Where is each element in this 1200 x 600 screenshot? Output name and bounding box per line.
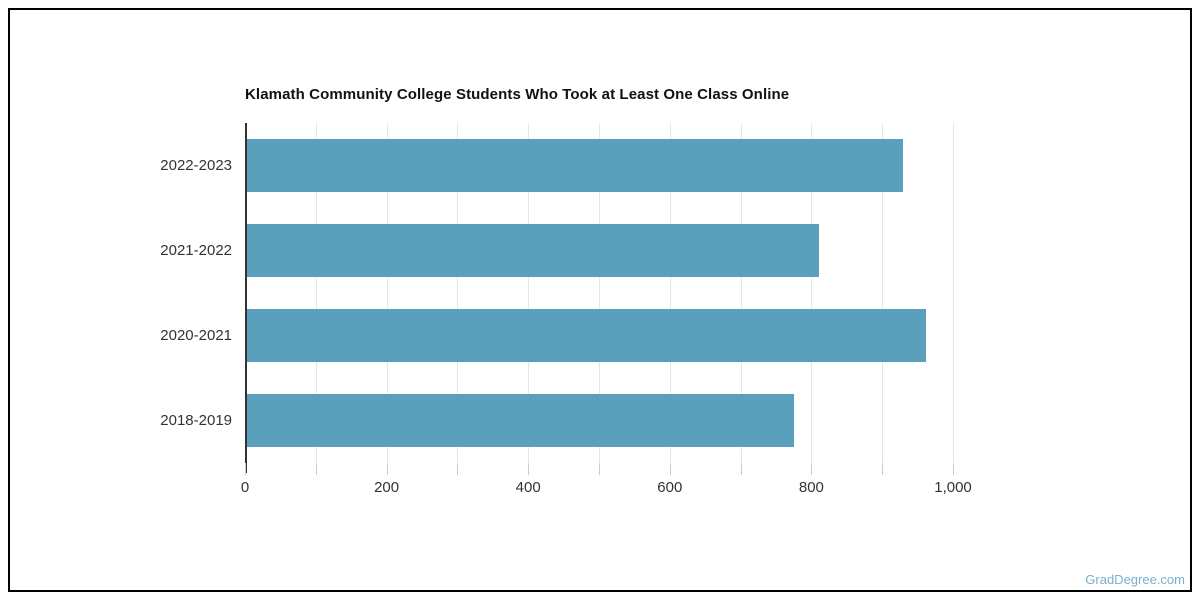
gridline-1000 (953, 123, 954, 463)
tick-900 (882, 463, 884, 475)
y-axis-line (245, 123, 247, 473)
category-label-2020-2021: 2020-2021 (160, 327, 232, 344)
x-tick-label-1000: 1,000 (934, 479, 972, 496)
tick-600 (669, 463, 671, 475)
y-axis-category-labels: 2022-2023 2021-2022 2020-2021 2018-2019 (10, 123, 232, 463)
tick-400 (528, 463, 530, 475)
gridline-200 (386, 123, 388, 463)
bar-2021-2022 (247, 224, 820, 277)
chart-title: Klamath Community College Students Who T… (245, 86, 790, 103)
tick-300 (457, 463, 459, 475)
watermark-link[interactable]: GradDegree.com (1085, 572, 1185, 587)
tick-100 (315, 463, 317, 475)
bar-2018-2019 (247, 394, 795, 447)
gridline-400 (528, 123, 530, 463)
tick-800 (811, 463, 813, 475)
gridline-800 (811, 123, 813, 463)
category-label-2022-2023: 2022-2023 (160, 157, 232, 174)
x-tick-label-0: 0 (240, 479, 250, 496)
bar-2020-2021 (247, 309, 926, 362)
gridline-900 (882, 123, 884, 463)
gridline-300 (457, 123, 459, 463)
x-axis-tick-labels: 0 200 400 600 800 1,000 (241, 479, 972, 499)
category-label-2021-2022: 2021-2022 (160, 242, 232, 259)
x-tick-label-600: 600 (657, 479, 683, 496)
bar-2022-2023 (247, 139, 904, 192)
tick-700 (740, 463, 742, 475)
x-tick-label-800: 800 (798, 479, 824, 496)
tick-200 (386, 463, 388, 475)
x-tick-label-400: 400 (515, 479, 541, 496)
tick-1000 (953, 463, 954, 475)
x-axis-ticks (245, 463, 957, 475)
gridline-500 (599, 123, 600, 463)
gridline-700 (740, 123, 742, 463)
x-tick-label-200: 200 (374, 479, 400, 496)
gridline-100 (315, 123, 317, 463)
plot-area (245, 123, 954, 473)
category-label-2018-2019: 2018-2019 (160, 412, 232, 429)
tick-0 (245, 463, 246, 475)
tick-500 (599, 463, 600, 475)
chart-frame: Klamath Community College Students Who T… (8, 8, 1192, 592)
gridline-600 (669, 123, 671, 463)
